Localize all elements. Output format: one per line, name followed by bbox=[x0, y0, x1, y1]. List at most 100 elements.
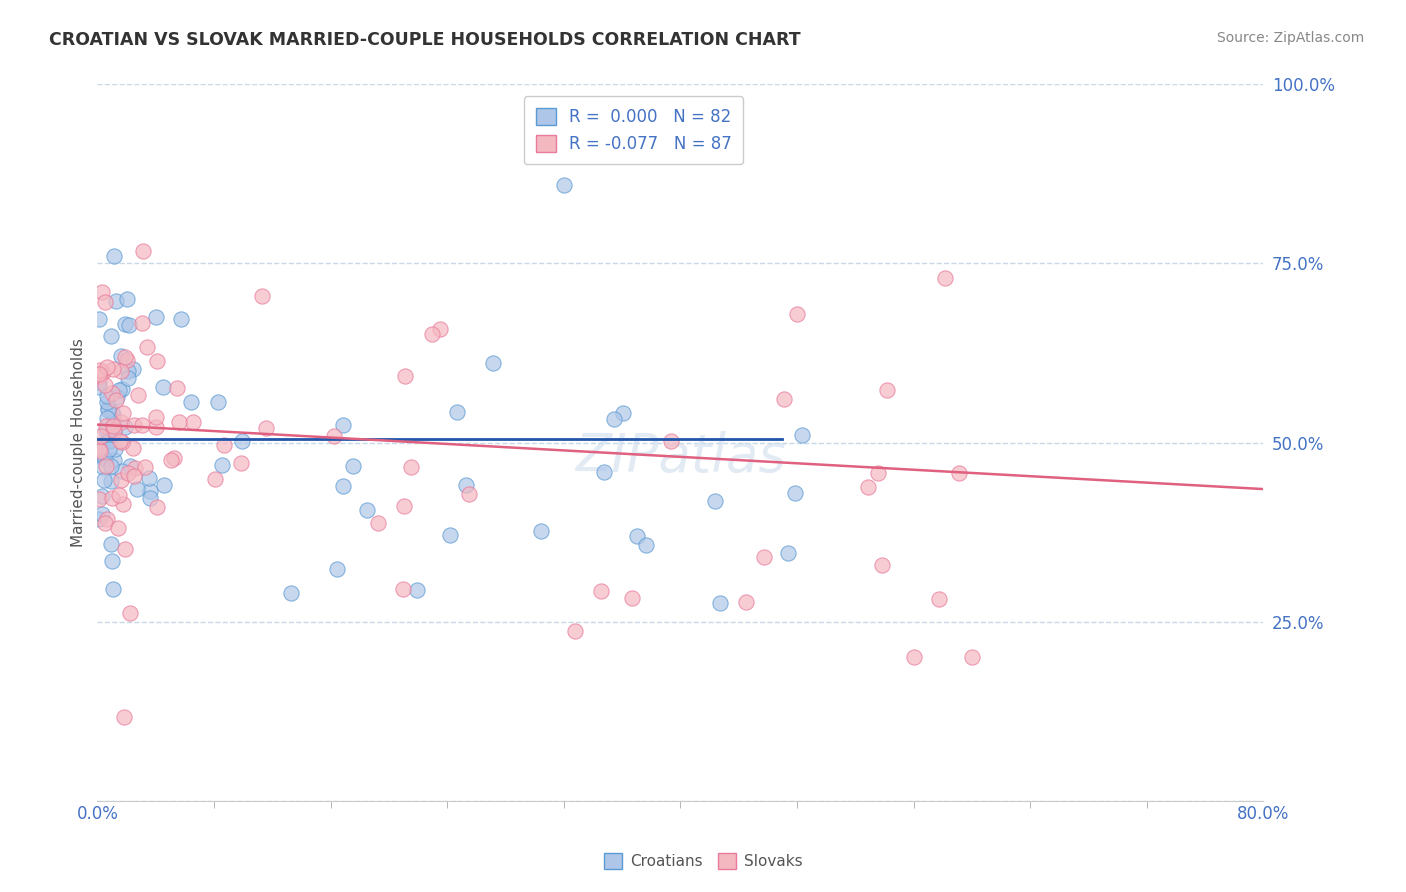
Point bbox=[204, 472, 226, 486]
Point bbox=[107, 390, 129, 404]
Point bbox=[145, 354, 167, 368]
Point bbox=[115, 353, 138, 368]
Point bbox=[704, 494, 727, 508]
Point bbox=[163, 450, 186, 465]
Point bbox=[280, 586, 302, 600]
Point bbox=[127, 388, 149, 402]
Point bbox=[752, 550, 775, 565]
Point bbox=[367, 516, 389, 531]
Point bbox=[960, 650, 983, 665]
Point bbox=[96, 419, 118, 434]
Point bbox=[254, 420, 277, 434]
Point bbox=[107, 521, 129, 535]
Point bbox=[134, 459, 156, 474]
Point bbox=[118, 318, 141, 332]
Point bbox=[170, 311, 193, 326]
Point bbox=[773, 392, 796, 406]
Point bbox=[120, 458, 142, 473]
Point bbox=[401, 460, 423, 475]
Point bbox=[110, 464, 132, 478]
Point bbox=[776, 546, 799, 560]
Point bbox=[98, 442, 121, 456]
Point bbox=[356, 503, 378, 517]
Point bbox=[101, 386, 124, 401]
Legend: Croatians, Slovaks: Croatians, Slovaks bbox=[598, 847, 808, 875]
Point bbox=[94, 423, 117, 437]
Point bbox=[786, 307, 808, 321]
Point bbox=[131, 316, 153, 330]
Point bbox=[456, 478, 478, 492]
Point bbox=[928, 591, 950, 606]
Point bbox=[145, 500, 167, 514]
Point bbox=[96, 360, 118, 375]
Point bbox=[87, 442, 110, 456]
Point bbox=[112, 709, 135, 723]
Point bbox=[101, 362, 124, 376]
Point bbox=[152, 380, 174, 394]
Point bbox=[530, 524, 553, 539]
Point bbox=[229, 457, 252, 471]
Point bbox=[91, 507, 114, 521]
Point bbox=[903, 650, 925, 665]
Point bbox=[322, 429, 344, 443]
Point bbox=[112, 497, 135, 511]
Point bbox=[87, 375, 110, 389]
Point bbox=[110, 349, 132, 363]
Legend: R =  0.000   N = 82, R = -0.077   N = 87: R = 0.000 N = 82, R = -0.077 N = 87 bbox=[524, 96, 744, 164]
Point bbox=[91, 460, 114, 475]
Point bbox=[108, 434, 131, 449]
Text: ZIPatlas: ZIPatlas bbox=[575, 431, 786, 483]
Point bbox=[96, 512, 118, 526]
Point bbox=[105, 393, 128, 408]
Point bbox=[394, 369, 416, 384]
Point bbox=[405, 583, 427, 598]
Point bbox=[87, 511, 110, 525]
Point bbox=[96, 459, 118, 474]
Point bbox=[100, 328, 122, 343]
Point bbox=[124, 461, 146, 475]
Point bbox=[868, 466, 890, 480]
Point bbox=[135, 340, 157, 354]
Point bbox=[112, 406, 135, 420]
Point bbox=[103, 249, 125, 263]
Point bbox=[115, 292, 138, 306]
Point bbox=[145, 410, 167, 425]
Point bbox=[114, 542, 136, 557]
Point bbox=[439, 528, 461, 542]
Point bbox=[876, 383, 898, 397]
Point bbox=[98, 426, 121, 441]
Point bbox=[131, 417, 153, 432]
Point bbox=[93, 473, 115, 487]
Point bbox=[90, 285, 112, 299]
Point bbox=[118, 607, 141, 621]
Point bbox=[111, 434, 134, 449]
Point bbox=[145, 310, 167, 324]
Point bbox=[392, 499, 415, 513]
Point bbox=[91, 436, 114, 450]
Point bbox=[626, 528, 648, 542]
Point bbox=[96, 403, 118, 417]
Point bbox=[734, 595, 756, 609]
Point bbox=[139, 491, 162, 505]
Point bbox=[553, 178, 575, 192]
Text: Source: ZipAtlas.com: Source: ZipAtlas.com bbox=[1216, 31, 1364, 45]
Point bbox=[332, 418, 354, 433]
Point bbox=[111, 382, 134, 396]
Point bbox=[114, 351, 136, 365]
Point bbox=[94, 295, 117, 310]
Point bbox=[250, 289, 273, 303]
Point bbox=[167, 415, 190, 429]
Point bbox=[110, 364, 132, 378]
Point bbox=[420, 327, 443, 342]
Point bbox=[152, 478, 174, 492]
Point bbox=[94, 451, 117, 466]
Point bbox=[132, 244, 155, 258]
Point bbox=[783, 486, 806, 500]
Point bbox=[948, 467, 970, 481]
Point bbox=[87, 380, 110, 394]
Point bbox=[332, 479, 354, 493]
Point bbox=[104, 442, 127, 456]
Point bbox=[91, 365, 114, 379]
Point bbox=[207, 394, 229, 409]
Point bbox=[392, 582, 415, 597]
